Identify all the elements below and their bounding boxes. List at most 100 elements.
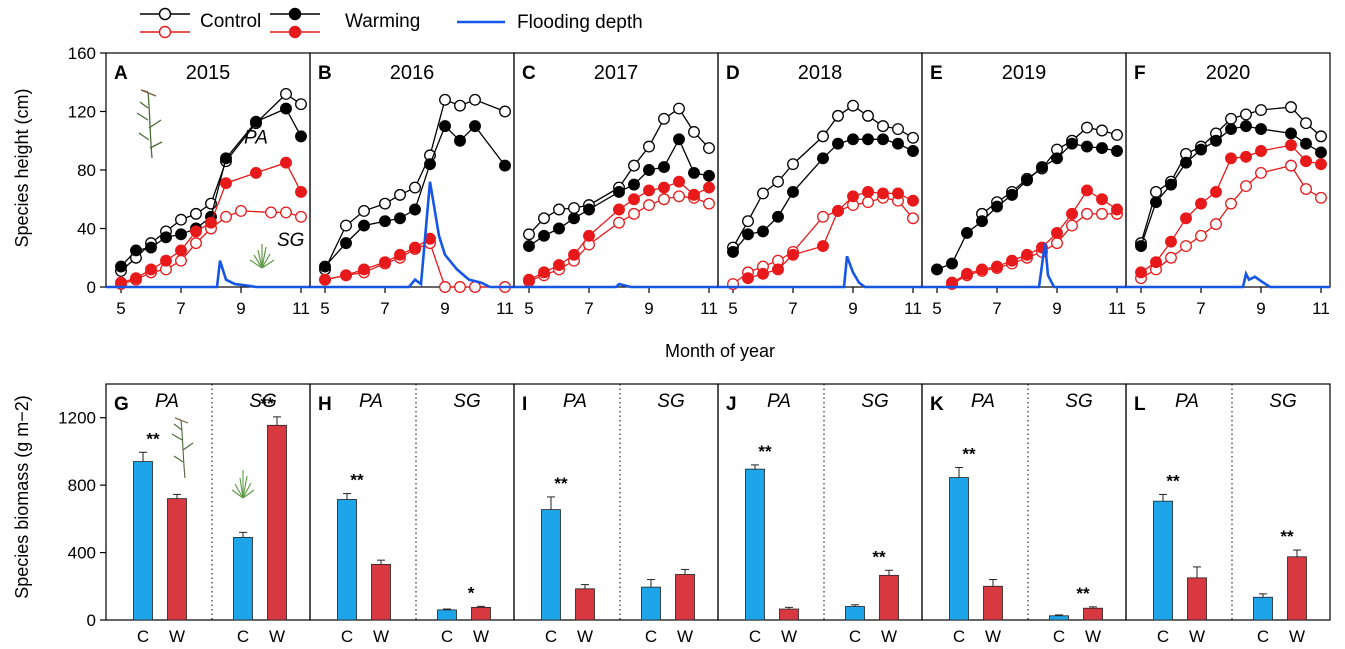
height-point-pa-control: [1285, 101, 1297, 114]
bar-tick-label: W: [577, 627, 593, 646]
height-point-sg-warming: [976, 263, 988, 276]
height-point-pa-warming: [499, 159, 511, 172]
bar-sg-warming: [267, 424, 287, 621]
height-point-pa-warming: [583, 203, 595, 216]
panel-year: 2019: [1002, 62, 1047, 84]
bar-pa-warming: [575, 588, 595, 621]
height-point-sg-control: [175, 254, 187, 267]
panel-frame: [513, 52, 719, 288]
height-point-pa-control: [628, 159, 640, 172]
height-point-pa-warming: [817, 152, 829, 165]
height-line-pa-control: [981, 126, 1118, 215]
species-label-sg: SG: [277, 230, 304, 251]
height-point-sg-warming: [394, 248, 406, 261]
height-point-pa-warming: [160, 231, 172, 244]
height-point-pa-control: [280, 87, 292, 100]
panel-letter: I: [522, 394, 527, 415]
height-point-sg-warming: [643, 184, 655, 197]
height-point-pa-warming: [1165, 178, 1177, 191]
height-point-pa-warming: [1081, 140, 1093, 153]
height-point-pa-warming: [115, 260, 127, 273]
species-label-pa: PA: [155, 391, 179, 412]
species-label-sg: SG: [249, 391, 276, 412]
bar-tick-label: C: [441, 627, 453, 646]
panel-letter: J: [726, 394, 737, 415]
height-point-sg-warming: [757, 267, 769, 280]
x-tick-label: 9: [848, 299, 857, 318]
height-point-pa-warming: [1240, 120, 1252, 133]
y-tick-label: 800: [68, 476, 96, 495]
significance-marker: **: [1166, 471, 1180, 490]
height-point-sg-warming: [742, 272, 754, 285]
height-point-sg-warming: [817, 240, 829, 253]
height-point-pa-warming: [439, 120, 451, 133]
height-point-sg-warming: [1210, 185, 1222, 198]
height-point-pa-control: [847, 99, 859, 112]
x-tick-label: 11: [1108, 299, 1126, 318]
height-point-pa-control: [1081, 121, 1093, 134]
height-panel-E: 5 7 9 11 E 2019: [921, 52, 1127, 318]
height-point-pa-control: [658, 112, 670, 125]
species-label-sg: SG: [1065, 391, 1092, 412]
height-point-pa-warming: [379, 215, 391, 228]
height-point-sg-warming: [220, 177, 232, 190]
height-point-pa-warming: [688, 166, 700, 179]
height-point-sg-control: [817, 210, 829, 223]
pa-plant-illustration-g: [171, 417, 194, 479]
height-point-pa-control: [175, 213, 187, 226]
height-point-pa-warming: [523, 240, 535, 253]
height-point-pa-control: [439, 93, 451, 106]
height-point-pa-warming: [1285, 127, 1297, 140]
bar-sg-control: [437, 609, 457, 621]
height-point-sg-control: [280, 206, 292, 219]
legend-control-label: Control: [200, 11, 261, 32]
bar-tick-label: C: [137, 627, 149, 646]
y-tick-label: 0: [87, 611, 96, 630]
height-point-pa-control: [1111, 128, 1123, 141]
bar-tick-label: C: [1053, 627, 1065, 646]
sg-plant-illustration-g: [231, 470, 255, 499]
height-point-pa-control: [1150, 185, 1162, 198]
height-point-sg-control: [1081, 207, 1093, 220]
panel-year: 2016: [390, 62, 435, 84]
bar-pa-warming: [983, 585, 1003, 621]
panel-year: 2020: [1206, 62, 1251, 84]
height-point-sg-warming: [1096, 193, 1108, 206]
bar-tick-label: W: [985, 627, 1001, 646]
height-point-sg-warming: [862, 185, 874, 198]
height-point-pa-warming: [772, 210, 784, 223]
species-label-sg: SG: [657, 391, 684, 412]
bar-tick-label: C: [1257, 627, 1269, 646]
height-point-sg-control: [673, 190, 685, 203]
height-point-sg-warming: [250, 166, 262, 179]
biomass-panel-L: L PA C W ** SG C W **: [1125, 383, 1331, 646]
legend-warming-sg-marker: [288, 25, 302, 39]
height-point-pa-control: [499, 105, 511, 118]
height-point-pa-warming: [931, 263, 943, 276]
height-point-sg-warming: [1240, 150, 1252, 163]
height-point-sg-control: [1255, 166, 1267, 179]
bar-sg-warming: [675, 574, 695, 621]
x-tick-label: 5: [728, 299, 737, 318]
x-tick-label: 5: [320, 299, 329, 318]
height-point-sg-control: [703, 197, 715, 210]
height-point-pa-warming: [295, 130, 307, 143]
height-point-sg-warming: [553, 259, 565, 272]
bar-pa-control: [337, 499, 357, 621]
species-label-pa: PA: [1175, 391, 1199, 412]
bar-sg-warming: [1083, 607, 1103, 621]
legend: Control Warming Flooding depth: [140, 7, 643, 39]
height-point-pa-warming: [1111, 145, 1123, 157]
height-point-pa-warming: [742, 228, 754, 241]
significance-marker: *: [468, 583, 475, 602]
bar-sg-warming: [1287, 556, 1307, 621]
height-point-pa-control: [568, 202, 580, 214]
height-point-pa-warming: [130, 244, 142, 257]
panel-letter: F: [1134, 63, 1146, 84]
height-point-pa-control: [742, 215, 754, 228]
height-point-sg-control: [1285, 159, 1297, 172]
height-point-sg-warming: [409, 241, 421, 254]
x-tick-label: 9: [440, 299, 449, 318]
bar-sg-control: [1049, 615, 1069, 621]
bar-tick-label: W: [781, 627, 797, 646]
